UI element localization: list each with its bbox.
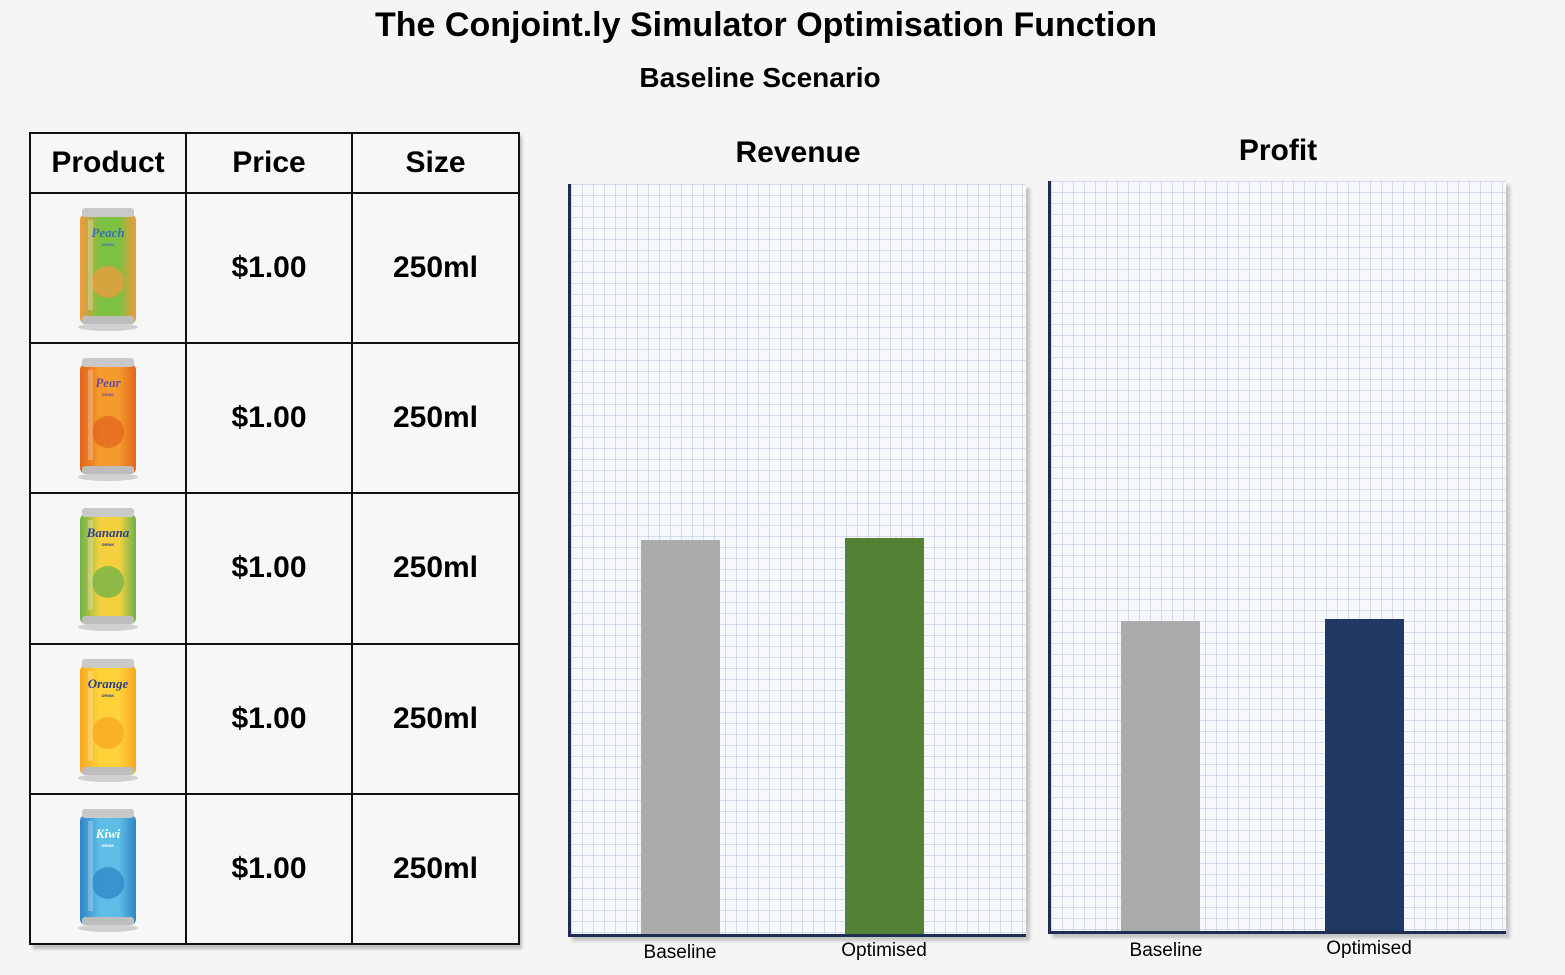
product-cell: Pear DRINK — [29, 342, 187, 495]
header-product: Product — [29, 132, 187, 194]
can-sub-label: DRINK — [102, 843, 115, 848]
revenue-bar-baseline — [641, 540, 720, 934]
product-cell: Kiwi DRINK — [29, 792, 187, 946]
can-label-text: Orange — [88, 676, 129, 691]
drink-can-icon: Banana DRINK — [78, 508, 138, 632]
size-cell: 250ml — [351, 191, 520, 345]
product-cell: Orange DRINK — [29, 642, 187, 795]
revenue-chart-title: Revenue — [735, 136, 861, 169]
profit-bar-baseline — [1121, 621, 1200, 931]
header-size: Size — [351, 132, 520, 194]
product-cell: Peach DRINK — [29, 191, 187, 345]
profit-bar-optimised — [1325, 619, 1404, 931]
price-cell: $1.00 — [185, 642, 353, 795]
table-row: Kiwi DRINK $1.00 250ml — [29, 792, 520, 946]
drink-can-icon: Pear DRINK — [78, 358, 138, 482]
profit-x-label-baseline: Baseline — [1129, 940, 1203, 961]
size-cell: 250ml — [351, 492, 520, 645]
can-label-text: Pear — [95, 375, 121, 390]
profit-chart-title: Profit — [1238, 134, 1318, 167]
can-label-text: Kiwi — [95, 826, 121, 841]
price-cell: $1.00 — [185, 492, 353, 645]
profit-x-label-optimised: Optimised — [1326, 938, 1412, 959]
can-label-text: Peach — [91, 225, 124, 240]
size-cell: 250ml — [351, 342, 520, 495]
scenario-subtitle: Baseline Scenario — [639, 62, 881, 93]
revenue-bar-optimised — [845, 538, 924, 934]
revenue-chart — [568, 184, 1026, 937]
product-table: Product Price Size Peach DRINK $1.00 250ml P… — [29, 132, 520, 946]
can-sub-label: DRINK — [102, 542, 115, 547]
table-row: Banana DRINK $1.00 250ml — [29, 492, 520, 645]
size-cell: 250ml — [351, 642, 520, 795]
product-table-container: Product Price Size Peach DRINK $1.00 250ml P… — [29, 132, 520, 946]
price-cell: $1.00 — [185, 792, 353, 946]
can-sub-label: DRINK — [102, 392, 115, 397]
can-label-text: Banana — [86, 525, 130, 540]
revenue-x-label-optimised: Optimised — [841, 940, 927, 961]
drink-can-icon: Orange DRINK — [78, 658, 138, 782]
price-cell: $1.00 — [185, 191, 353, 345]
drink-can-icon: Kiwi DRINK — [78, 808, 138, 932]
price-cell: $1.00 — [185, 342, 353, 495]
can-sub-label: DRINK — [102, 693, 115, 698]
page-title: The Conjoint.ly Simulator Optimisation F… — [375, 6, 1157, 44]
table-row: Peach DRINK $1.00 250ml — [29, 191, 520, 345]
table-row: Orange DRINK $1.00 250ml — [29, 642, 520, 795]
revenue-x-label-baseline: Baseline — [643, 942, 717, 963]
can-sub-label: DRINK — [102, 242, 115, 247]
drink-can-icon: Peach DRINK — [78, 208, 138, 332]
product-cell: Banana DRINK — [29, 492, 187, 645]
table-row: Pear DRINK $1.00 250ml — [29, 342, 520, 495]
size-cell: 250ml — [351, 792, 520, 946]
table-header-row: Product Price Size — [29, 132, 520, 194]
profit-chart — [1048, 181, 1506, 934]
header-price: Price — [185, 132, 353, 194]
